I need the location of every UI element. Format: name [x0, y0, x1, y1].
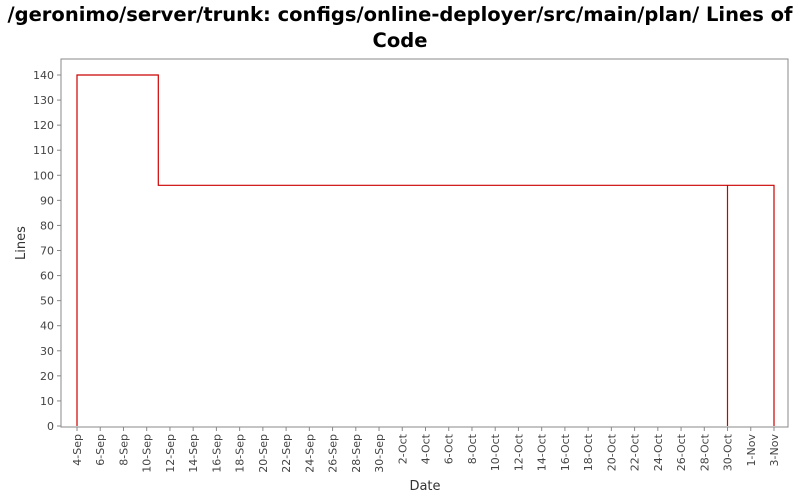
y-tick-label: 50 [40, 295, 54, 308]
x-tick-label: 22-Sep [280, 434, 293, 473]
x-tick-label: 30-Sep [373, 434, 386, 473]
x-tick-label: 24-Sep [303, 434, 316, 473]
series-line [76, 74, 775, 426]
y-tick-label: 80 [40, 219, 54, 232]
y-axis-label: Lines [14, 226, 29, 260]
x-tick-label: 14-Oct [536, 433, 549, 471]
x-tick-label: 24-Oct [652, 433, 665, 471]
y-tick-label: 120 [33, 119, 54, 132]
y-tick-label: 20 [40, 370, 54, 383]
x-tick-label: 1-Nov [745, 434, 758, 467]
x-tick-label: 6-Oct [443, 433, 456, 464]
y-tick-label: 140 [33, 69, 54, 82]
chart-title: /geronimo/server/trunk: configs/online-d… [7, 3, 793, 52]
x-axis-label: Date [409, 479, 440, 494]
y-tick-label: 90 [40, 194, 54, 207]
x-tick-label: 8-Oct [466, 433, 479, 464]
x-tick-label: 16-Sep [210, 434, 223, 473]
x-tick-label: 6-Sep [94, 434, 107, 466]
x-tick-label: 2-Oct [396, 433, 409, 464]
x-tick-label: 26-Sep [327, 434, 340, 473]
y-tick-label: 70 [40, 245, 54, 258]
x-axis: 4-Sep 6-Sep 8-Sep 10-Sep 12-Sep 14-Sep 16-Sep 1… [71, 427, 781, 473]
x-tick-label: 28-Sep [350, 434, 363, 473]
x-tick-label: 30-Oct [722, 433, 735, 471]
x-tick-label: 12-Sep [164, 434, 177, 473]
x-tick-label: 3-Nov [768, 434, 781, 467]
x-tick-label: 20-Oct [605, 433, 618, 471]
x-tick-label: 4-Oct [420, 433, 433, 464]
y-tick-label: 100 [33, 169, 54, 182]
series-layer [76, 74, 775, 426]
x-tick-label: 22-Oct [629, 433, 642, 471]
x-tick-label: 10-Sep [141, 434, 154, 473]
y-axis: 0 10 20 30 40 50 60 70 80 90 100 110 120 130 140 [33, 69, 61, 433]
x-tick-label: 28-Oct [698, 433, 711, 471]
x-tick-label: 10-Oct [489, 433, 502, 471]
y-tick-label: 30 [40, 345, 54, 358]
x-tick-label: 20-Sep [257, 434, 270, 473]
x-tick-label: 18-Oct [582, 433, 595, 471]
y-tick-label: 10 [40, 395, 54, 408]
x-tick-label: 14-Sep [187, 434, 200, 473]
x-tick-label: 4-Sep [71, 434, 84, 466]
x-tick-label: 18-Sep [234, 434, 247, 473]
y-tick-label: 40 [40, 320, 54, 333]
y-tick-label: 130 [33, 94, 54, 107]
plot-area [60, 58, 789, 428]
y-tick-label: 0 [47, 420, 54, 433]
x-tick-label: 16-Oct [559, 433, 572, 471]
y-tick-label: 60 [40, 270, 54, 283]
x-tick-label: 26-Oct [675, 433, 688, 471]
y-tick-label: 110 [33, 144, 54, 157]
x-tick-label: 8-Sep [117, 434, 130, 466]
x-tick-label: 12-Oct [512, 433, 525, 471]
